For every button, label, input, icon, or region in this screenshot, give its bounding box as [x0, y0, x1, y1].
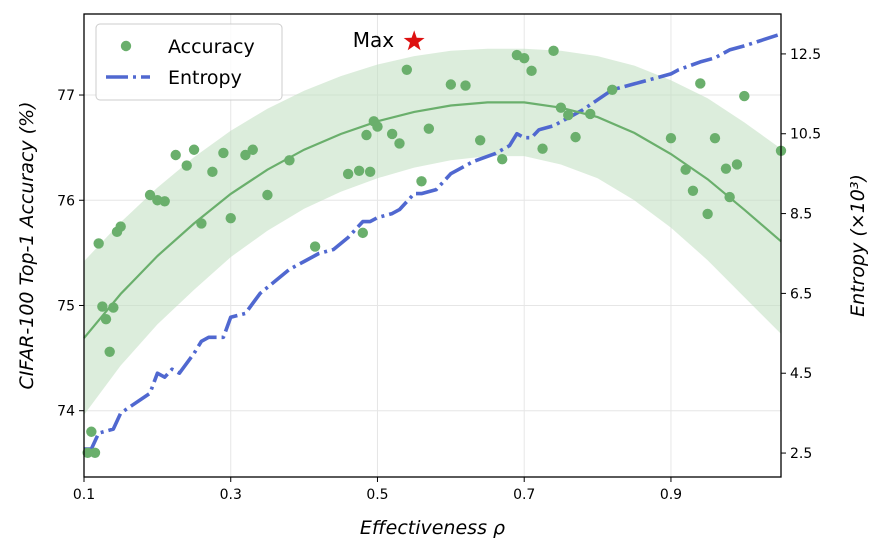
accuracy-point	[702, 208, 713, 220]
accuracy-point	[188, 144, 200, 155]
accuracy-point	[687, 185, 699, 196]
accuracy-point	[357, 227, 368, 239]
legend-accuracy-label: Accuracy	[168, 36, 255, 58]
accuracy-point	[240, 149, 251, 161]
accuracy-point	[445, 79, 457, 90]
accuracy-point	[695, 78, 706, 89]
x-tick-label: 0.3	[220, 487, 242, 503]
accuracy-point	[416, 176, 427, 187]
y-left-tick-label: 74	[57, 404, 75, 420]
accuracy-point	[247, 144, 258, 155]
accuracy-point	[401, 64, 413, 75]
y-left-tick-label: 76	[57, 193, 75, 209]
legend-accuracy-marker	[120, 40, 132, 52]
accuracy-point	[709, 132, 721, 144]
accuracy-point	[548, 45, 559, 57]
accuracy-point	[100, 313, 112, 325]
accuracy-point	[196, 218, 207, 229]
accuracy-point	[519, 52, 530, 64]
accuracy-point	[93, 238, 104, 249]
y-right-tick-label: 4.5	[790, 366, 812, 382]
accuracy-point	[342, 168, 354, 180]
accuracy-point	[731, 159, 743, 170]
legend: Accuracy Entropy	[95, 23, 283, 101]
accuracy-point	[555, 102, 567, 113]
y-left-tick-label: 75	[57, 298, 75, 314]
accuracy-point	[364, 166, 376, 178]
accuracy-point	[665, 132, 677, 144]
accuracy-point	[720, 163, 732, 174]
accuracy-point	[423, 123, 435, 134]
accuracy-point	[170, 149, 181, 161]
confidence-band-area	[84, 48, 781, 415]
accuracy-point	[82, 447, 93, 458]
x-axis-label: Effectiveness ρ	[360, 517, 505, 539]
accuracy-point	[89, 447, 101, 458]
max-annotation-label: Max	[353, 28, 395, 52]
accuracy-point	[537, 143, 548, 154]
legend-box	[95, 23, 283, 101]
legend-entropy-label: Entropy	[168, 67, 242, 89]
x-tick-label: 0.1	[73, 487, 95, 503]
y-right-tick-label: 8.5	[790, 207, 812, 223]
y-axis-right-label: Entropy (×10³)	[847, 174, 869, 317]
confidence-band	[84, 48, 781, 415]
max-annotation: Max	[353, 28, 425, 52]
accuracy-point	[460, 80, 471, 91]
accuracy-point	[159, 196, 170, 207]
accuracy-point	[218, 147, 229, 159]
x-tick-label: 0.7	[513, 487, 535, 503]
accuracy-point	[607, 84, 618, 95]
y-right-tick-label: 6.5	[790, 286, 812, 302]
accuracy-point	[372, 121, 383, 132]
accuracy-point	[394, 138, 405, 149]
accuracy-point	[284, 155, 295, 166]
accuracy-point	[563, 109, 574, 121]
accuracy-point	[115, 221, 126, 232]
accuracy-points	[82, 45, 787, 458]
accuracy-point	[262, 189, 273, 201]
max-star-icon	[403, 30, 425, 51]
y-left-tick-label: 77	[57, 88, 75, 104]
accuracy-point	[680, 164, 691, 175]
y-axis-left-label: CIFAR-100 Top-1 Accuracy (%)	[16, 102, 38, 390]
entropy-line-layer	[84, 32, 782, 451]
accuracy-point	[386, 128, 398, 140]
accuracy-point	[225, 212, 236, 224]
accuracy-point	[474, 135, 486, 146]
accuracy-point	[570, 131, 581, 143]
accuracy-point	[97, 301, 108, 312]
accuracy-point	[86, 426, 97, 437]
accuracy-point	[497, 154, 508, 165]
entropy-line	[84, 32, 782, 451]
accuracy-point	[108, 302, 119, 313]
accuracy-point	[526, 65, 537, 77]
y-right-tick-label: 2.5	[790, 446, 812, 462]
accuracy-point	[361, 129, 372, 141]
x-tick-label: 0.9	[660, 487, 682, 503]
accuracy-point	[353, 165, 365, 176]
accuracy-point	[144, 189, 156, 201]
accuracy-point	[739, 90, 750, 102]
axis-ticks: 0.1 0.3 0.5 0.7 0.9 74 75 76 77 2.5 4.5 6.5 8.5 10.5 1…	[57, 47, 821, 503]
accuracy-point	[585, 108, 596, 120]
accuracy-point	[104, 346, 115, 357]
y-right-tick-label: 12.5	[790, 47, 821, 63]
accuracy-point	[181, 160, 192, 171]
plot-frame	[83, 13, 782, 478]
accuracy-point	[309, 241, 321, 252]
accuracy-point	[724, 191, 735, 203]
x-tick-label: 0.5	[366, 487, 388, 503]
accuracy-point	[207, 166, 218, 178]
y-right-tick-label: 10.5	[790, 127, 821, 143]
